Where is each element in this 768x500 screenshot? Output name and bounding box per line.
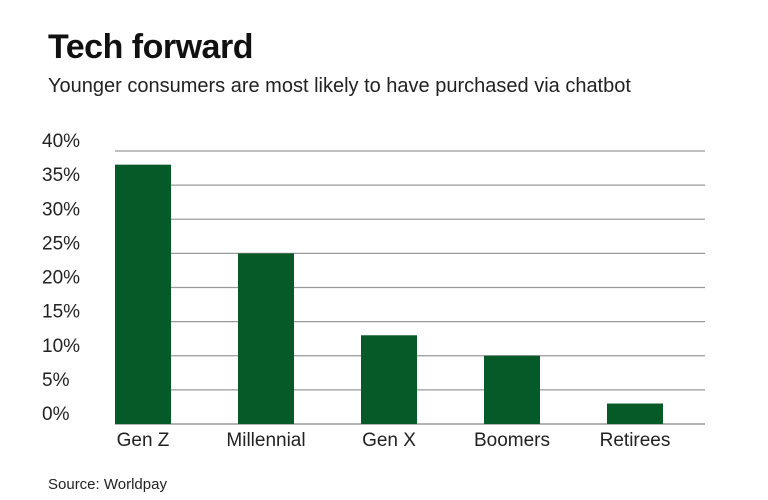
source-note: Source: Worldpay [48,476,167,493]
bar-boomers [484,355,540,424]
y-tick-label: 15% [42,302,80,323]
y-tick-label: 35% [42,165,80,186]
x-tick-label: Retirees [600,430,671,451]
y-tick-label: 5% [42,370,70,391]
y-tick-label: 0% [42,404,70,425]
x-tick-label: Gen X [362,430,416,451]
x-tick-label: Gen Z [117,430,170,451]
y-tick-label: 30% [42,199,80,220]
bar-retirees [607,403,663,424]
chart-title: Tech forward [48,28,253,66]
y-tick-label: 10% [42,336,80,357]
bar-millennial [238,253,294,424]
x-tick-label: Boomers [474,430,550,451]
bar-gen-z [115,164,171,424]
bar-gen-x [361,335,417,424]
chart-subtitle: Younger consumers are most likely to hav… [48,75,631,97]
x-tick-label: Millennial [226,430,305,451]
y-tick-label: 40% [42,131,80,152]
y-tick-label: 20% [42,268,80,289]
y-tick-label: 25% [42,233,80,254]
